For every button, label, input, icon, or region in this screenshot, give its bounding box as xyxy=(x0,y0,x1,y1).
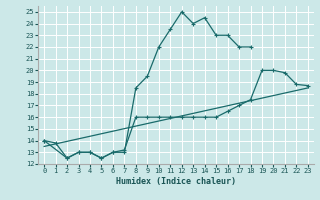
X-axis label: Humidex (Indice chaleur): Humidex (Indice chaleur) xyxy=(116,177,236,186)
